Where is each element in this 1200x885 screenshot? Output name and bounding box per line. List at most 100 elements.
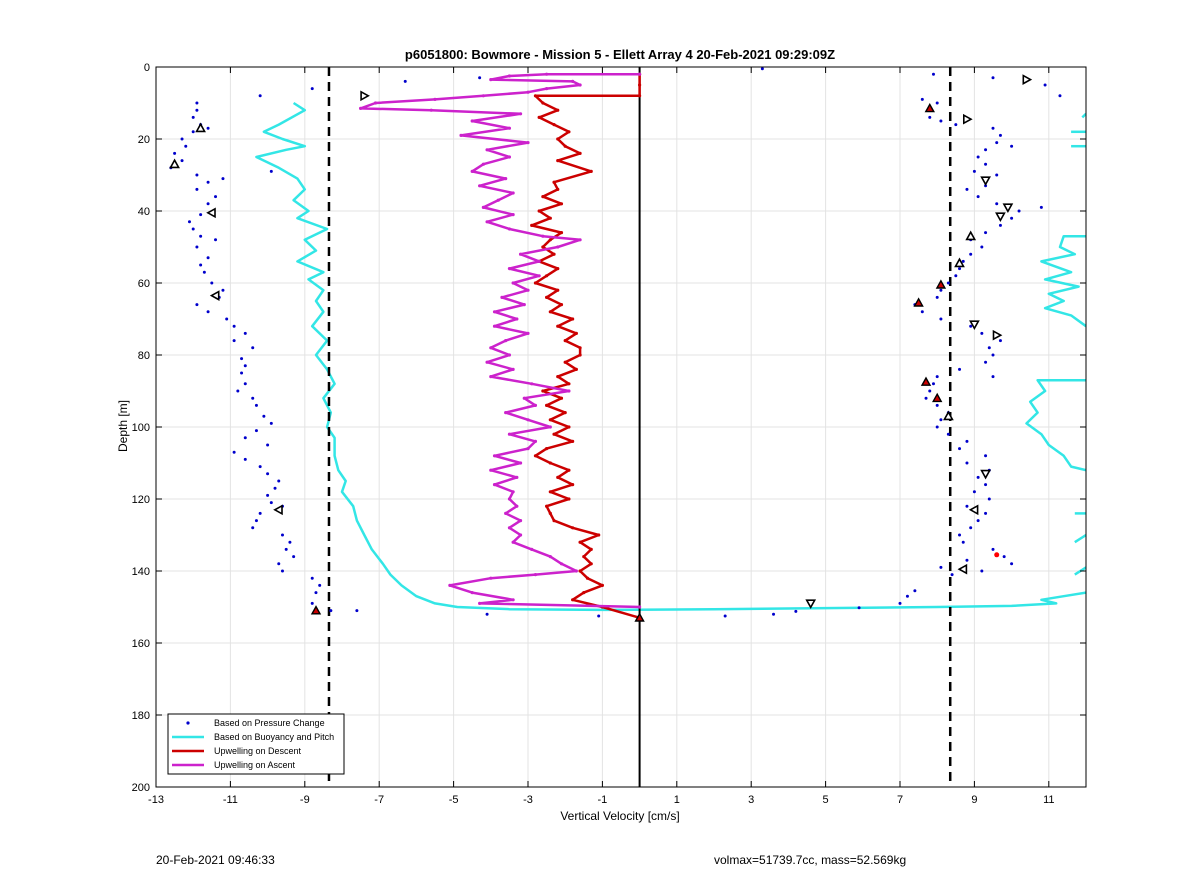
- x-tick-label: -5: [449, 794, 459, 806]
- pressure-change-point: [191, 130, 195, 134]
- ascent-point: [504, 339, 508, 343]
- x-tick-label: -13: [148, 794, 164, 806]
- descent-point: [556, 288, 560, 292]
- ascent-point: [567, 389, 571, 393]
- pressure-change-point: [280, 569, 284, 573]
- ascent-point: [511, 367, 515, 371]
- descent-point: [582, 591, 586, 595]
- pressure-change-point: [232, 339, 236, 343]
- descent-point: [571, 317, 575, 321]
- descent-point: [548, 490, 552, 494]
- descent-point: [563, 339, 567, 343]
- ascent-point: [481, 205, 485, 209]
- pressure-change-point: [232, 450, 236, 454]
- ascent-point: [470, 591, 474, 595]
- pressure-change-point: [984, 231, 988, 235]
- pressure-change-point: [984, 360, 988, 364]
- filled-triangle-marker: [924, 102, 935, 113]
- descent-point: [567, 497, 571, 501]
- pressure-change-point: [254, 429, 258, 433]
- descent-point: [559, 396, 564, 400]
- pressure-change-point: [258, 94, 262, 98]
- pressure-change-point: [995, 202, 999, 206]
- ascent-point: [496, 198, 500, 202]
- triangle-marker: [195, 122, 206, 133]
- pressure-change-point: [1058, 94, 1062, 98]
- pressure-change-point: [180, 159, 184, 163]
- buoyancy-pitch-line: [1040, 234, 1086, 328]
- ascent-point: [492, 483, 497, 487]
- pressure-change-point: [961, 259, 965, 263]
- ascent-point: [530, 382, 534, 386]
- ascent-point: [559, 562, 564, 566]
- triangle-marker: [943, 410, 954, 421]
- triangle-marker: [360, 90, 370, 102]
- ascent-point: [522, 396, 526, 400]
- legend-label: Upwelling on Descent: [214, 746, 302, 756]
- pressure-change-point: [277, 562, 281, 566]
- ascent-point: [518, 112, 523, 116]
- y-tick-label: 160: [132, 638, 150, 650]
- pressure-change-point: [403, 79, 407, 83]
- pressure-change-point: [1002, 555, 1006, 559]
- ascent-point: [489, 468, 493, 472]
- descent-point: [556, 475, 560, 479]
- descent-point: [548, 418, 552, 422]
- ascent-point: [507, 432, 511, 436]
- pressure-change-point: [969, 324, 973, 328]
- descent-point: [571, 483, 575, 487]
- ascent-point: [459, 133, 463, 137]
- pressure-change-point: [995, 173, 999, 177]
- descent-point: [541, 389, 545, 393]
- descent-point: [567, 468, 571, 472]
- ascent-point: [518, 519, 523, 523]
- pressure-change-point: [214, 238, 218, 242]
- ascent-point: [481, 94, 485, 98]
- pressure-change-point: [950, 573, 954, 577]
- pressure-change-point: [206, 256, 210, 260]
- y-tick-label: 80: [138, 350, 150, 362]
- descent-point: [589, 562, 593, 566]
- ascent-point: [507, 155, 511, 159]
- descent-point: [552, 123, 556, 127]
- pressure-change-point: [958, 267, 962, 271]
- x-tick-label: 5: [823, 794, 829, 806]
- ascent-point: [533, 439, 538, 443]
- x-tick-label: -7: [374, 794, 384, 806]
- pressure-change-point: [269, 421, 273, 425]
- pressure-change-point: [210, 281, 214, 285]
- pressure-change-point: [898, 601, 902, 605]
- pressure-change-point: [292, 555, 296, 559]
- pressure-change-point: [288, 540, 292, 544]
- pressure-change-point: [199, 234, 203, 238]
- triangle-marker: [965, 230, 977, 241]
- descent-point: [556, 137, 560, 141]
- pressure-change-point: [214, 195, 218, 199]
- y-tick-label: 100: [132, 422, 150, 434]
- ascent-point: [478, 601, 482, 606]
- pressure-change-point: [954, 123, 958, 127]
- pressure-change-point: [221, 288, 225, 292]
- triangle-marker: [954, 257, 965, 268]
- descent-point: [600, 583, 605, 588]
- pressure-change-point: [1017, 209, 1021, 213]
- ascent-point: [518, 461, 523, 465]
- pressure-change-point: [946, 281, 950, 285]
- pressure-change-point: [206, 180, 210, 184]
- ascent-point: [526, 288, 530, 292]
- pressure-change-point: [485, 612, 489, 616]
- pressure-change-point: [195, 108, 199, 112]
- ascent-point: [515, 317, 519, 321]
- ascent-point: [556, 245, 560, 249]
- pressure-change-point: [243, 382, 247, 386]
- pressure-change-point: [195, 173, 199, 177]
- descent-point: [552, 180, 556, 184]
- pressure-change-point: [976, 195, 980, 199]
- pressure-change-point: [965, 461, 969, 465]
- pressure-change-point: [976, 475, 980, 479]
- descent-point: [559, 303, 564, 307]
- pressure-change-point: [280, 533, 284, 537]
- pressure-change-point: [1010, 216, 1014, 220]
- ascent-point: [489, 78, 493, 82]
- ascent-point: [507, 526, 511, 530]
